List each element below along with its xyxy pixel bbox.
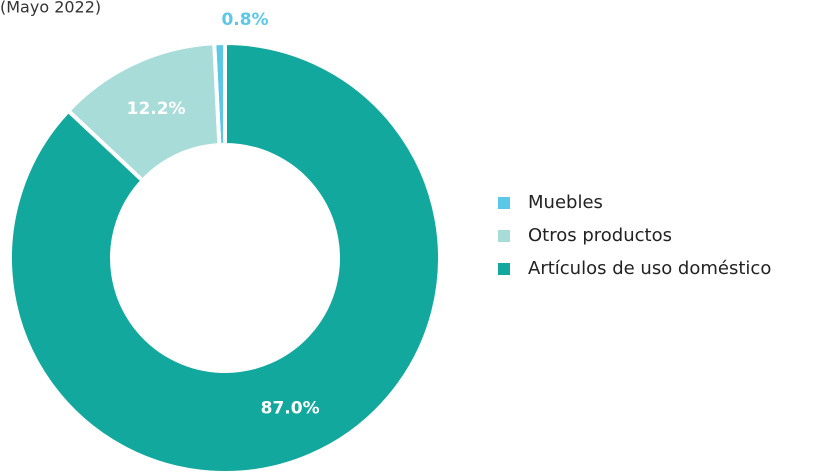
donut: 0.8% 12.2% 87.0% xyxy=(8,10,442,472)
legend-swatch xyxy=(498,263,510,275)
data-label: 87.0% xyxy=(261,399,320,419)
data-label: 0.8% xyxy=(221,10,268,30)
donut-slice xyxy=(8,40,442,472)
legend-label: Otros productos xyxy=(528,225,672,246)
legend-swatch xyxy=(498,197,510,209)
legend-swatch xyxy=(498,230,510,242)
data-label: 12.2% xyxy=(127,99,186,119)
legend-label: Muebles xyxy=(528,192,603,213)
chart-title: (Mayo 2022) xyxy=(0,0,101,17)
legend-label: Artículos de uso doméstico xyxy=(528,258,771,279)
legend: Muebles Otros productos Artículos de uso d… xyxy=(498,192,771,279)
